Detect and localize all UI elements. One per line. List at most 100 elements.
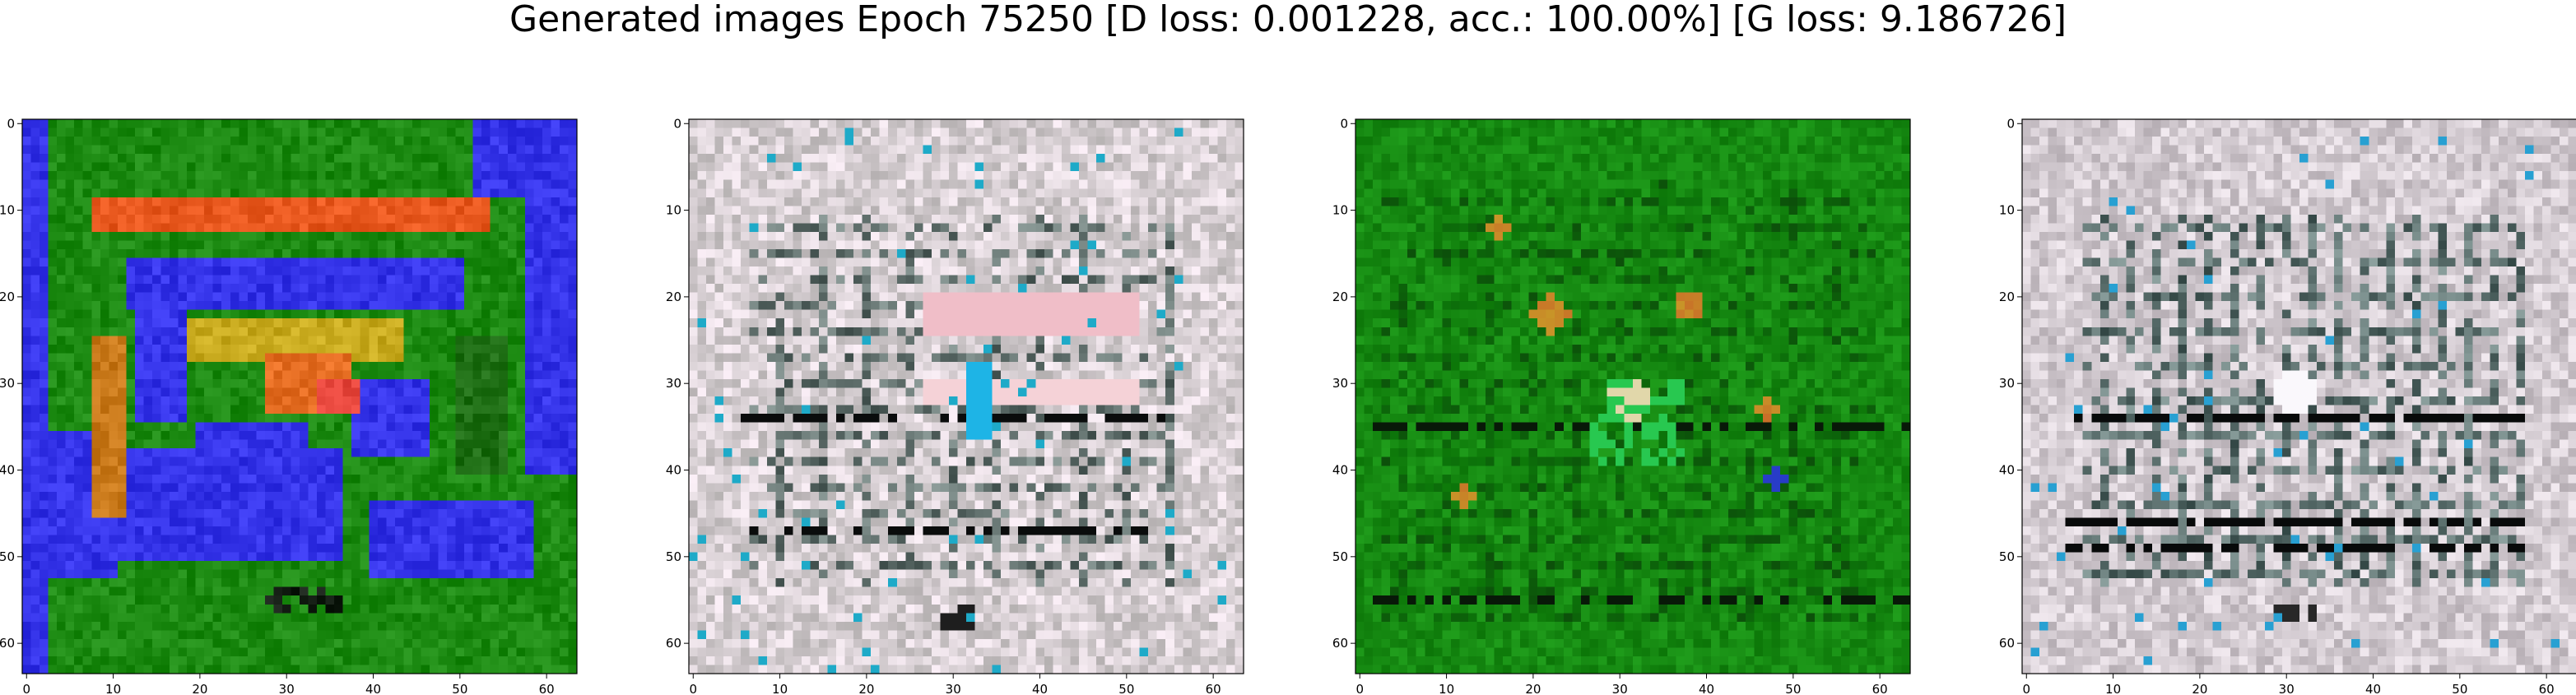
image-pixel bbox=[160, 154, 170, 164]
image-pixel bbox=[1174, 162, 1183, 172]
image-pixel bbox=[1061, 223, 1071, 233]
image-pixel bbox=[82, 396, 92, 405]
image-pixel bbox=[134, 595, 144, 605]
image-pixel bbox=[342, 301, 352, 311]
image-pixel bbox=[360, 171, 370, 181]
image-pixel bbox=[403, 431, 413, 441]
image-pixel bbox=[1200, 119, 1210, 128]
image-pixel bbox=[568, 248, 578, 258]
image-pixel bbox=[447, 500, 456, 510]
image-pixel bbox=[57, 586, 67, 596]
image-pixel bbox=[447, 162, 456, 172]
image-pixel bbox=[151, 474, 161, 484]
image-pixel bbox=[57, 292, 67, 302]
image-pixel bbox=[472, 162, 482, 172]
image-pixel bbox=[516, 292, 526, 302]
image-pixel bbox=[507, 456, 517, 466]
image-pixel bbox=[1053, 214, 1062, 224]
image-pixel bbox=[732, 223, 742, 233]
image-pixel bbox=[992, 145, 1002, 155]
image-pixel bbox=[281, 405, 291, 415]
image-pixel bbox=[464, 517, 474, 527]
image-pixel bbox=[308, 378, 318, 388]
image-pixel bbox=[464, 206, 474, 215]
image-pixel bbox=[134, 491, 144, 501]
image-pixel bbox=[1078, 127, 1088, 137]
image-pixel bbox=[22, 127, 31, 137]
image-pixel bbox=[195, 621, 205, 631]
image-pixel bbox=[317, 179, 326, 189]
image-pixel bbox=[22, 336, 31, 345]
image-pixel bbox=[300, 647, 309, 657]
image-pixel bbox=[230, 431, 239, 441]
image-pixel bbox=[256, 231, 266, 241]
image-pixel bbox=[559, 119, 569, 128]
image-pixel bbox=[957, 231, 967, 241]
image-pixel bbox=[421, 387, 430, 397]
image-pixel bbox=[308, 327, 318, 336]
image-pixel bbox=[1208, 188, 1218, 198]
image-pixel bbox=[256, 517, 266, 527]
image-pixel bbox=[533, 500, 543, 510]
image-pixel bbox=[325, 154, 335, 164]
image-pixel bbox=[896, 214, 906, 224]
image-pixel bbox=[386, 405, 396, 415]
image-pixel bbox=[533, 370, 543, 380]
image-pixel bbox=[499, 466, 509, 475]
image-pixel bbox=[325, 248, 335, 258]
image-pixel bbox=[143, 361, 153, 371]
image-pixel bbox=[783, 179, 793, 189]
image-pixel bbox=[160, 604, 170, 614]
image-pixel bbox=[212, 266, 222, 276]
image-pixel bbox=[91, 561, 101, 571]
image-pixel bbox=[239, 405, 249, 415]
image-pixel bbox=[862, 162, 872, 172]
image-pixel bbox=[30, 292, 40, 302]
image-pixel bbox=[438, 456, 448, 466]
image-pixel bbox=[775, 197, 785, 206]
image-pixel bbox=[360, 344, 370, 354]
image-pixel bbox=[212, 327, 222, 336]
image-pixel bbox=[516, 318, 526, 328]
image-pixel bbox=[394, 301, 404, 311]
image-pixel bbox=[178, 206, 188, 215]
image-pixel bbox=[264, 370, 274, 380]
image-pixel bbox=[109, 491, 119, 501]
image-pixel bbox=[455, 474, 465, 484]
image-pixel bbox=[143, 231, 153, 241]
image-pixel bbox=[472, 284, 482, 294]
image-pixel bbox=[230, 474, 239, 484]
image-pixel bbox=[1053, 188, 1062, 198]
image-pixel bbox=[195, 309, 205, 319]
image-pixel bbox=[291, 552, 300, 562]
image-pixel bbox=[351, 231, 361, 241]
image-pixel bbox=[74, 171, 84, 181]
image-pixel bbox=[100, 569, 109, 579]
image-pixel bbox=[542, 309, 551, 319]
image-pixel bbox=[325, 586, 335, 596]
image-pixel bbox=[291, 535, 300, 544]
image-pixel bbox=[1026, 214, 1036, 224]
image-pixel bbox=[57, 171, 67, 181]
image-pixel bbox=[334, 578, 344, 588]
image-pixel bbox=[48, 526, 58, 535]
image-pixel bbox=[1053, 154, 1062, 164]
image-pixel bbox=[377, 414, 387, 423]
image-pixel bbox=[472, 154, 482, 164]
image-pixel bbox=[481, 647, 491, 657]
image-pixel bbox=[507, 223, 517, 233]
image-pixel bbox=[369, 665, 379, 674]
image-pixel bbox=[957, 119, 967, 128]
image-pixel bbox=[195, 336, 205, 345]
image-pixel bbox=[421, 405, 430, 415]
image-pixel bbox=[170, 483, 179, 493]
image-pixel bbox=[264, 240, 274, 250]
image-pixel bbox=[386, 474, 396, 484]
image-pixel bbox=[403, 214, 413, 224]
image-pixel bbox=[455, 552, 465, 562]
generated-image bbox=[22, 119, 578, 674]
image-pixel bbox=[447, 595, 456, 605]
image-pixel bbox=[264, 145, 274, 155]
image-pixel bbox=[134, 266, 144, 276]
